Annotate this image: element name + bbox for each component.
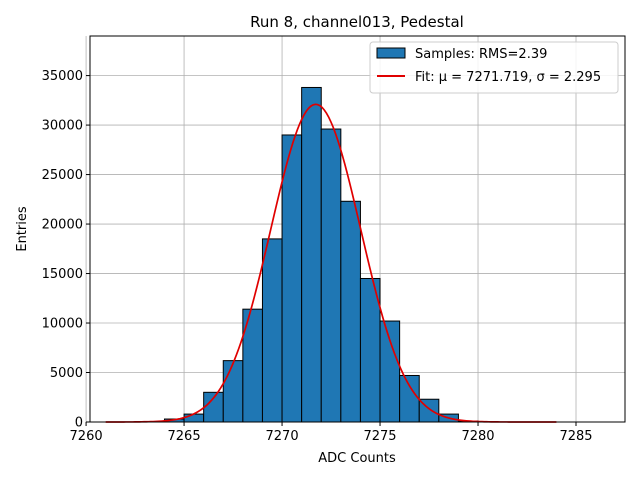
legend-swatch-histogram xyxy=(376,47,406,59)
y-tick-label: 25000 xyxy=(42,168,83,183)
histogram-bar xyxy=(222,360,244,423)
y-tick-label: 15000 xyxy=(42,267,83,282)
histogram-bar xyxy=(261,238,283,423)
histogram-bars xyxy=(163,86,479,423)
x-axis-ticks: 7260 7265 7270 7275 7280 7285 xyxy=(70,422,593,444)
histogram-bar xyxy=(340,200,361,423)
x-tick-label: 7260 xyxy=(70,429,103,444)
x-tick-label: 7270 xyxy=(266,429,299,444)
legend: Samples: RMS=2.39 Fit: μ = 7271.719, σ =… xyxy=(369,41,619,94)
y-tick-label: 5000 xyxy=(50,366,83,381)
x-tick-label: 7275 xyxy=(363,429,396,444)
x-axis-title: ADC Counts xyxy=(318,451,396,466)
y-tick-label: 35000 xyxy=(42,69,83,84)
histogram-bar xyxy=(320,128,342,423)
x-tick-label: 7265 xyxy=(168,429,201,444)
y-axis-title: Entries xyxy=(15,206,30,252)
y-tick-label: 10000 xyxy=(42,317,83,332)
y-tick-label: 20000 xyxy=(42,218,83,233)
legend-label-histogram: Samples: RMS=2.39 xyxy=(415,47,547,62)
x-tick-label: 7285 xyxy=(559,429,592,444)
histogram-bar xyxy=(281,134,303,423)
histogram-bar xyxy=(183,413,205,423)
legend-box xyxy=(369,41,619,94)
plot-frame xyxy=(89,35,626,423)
chart-title: Run 8, channel013, Pedestal xyxy=(250,13,464,31)
histogram-bar xyxy=(399,374,420,423)
histogram-bar xyxy=(301,86,322,423)
histogram-bar xyxy=(379,320,401,423)
y-axis-ticks: 0 5000 10000 15000 20000 25000 30000 35000 xyxy=(42,69,90,431)
y-tick-label: 30000 xyxy=(42,119,83,134)
x-tick-label: 7280 xyxy=(461,429,494,444)
legend-label-fit: Fit: μ = 7271.719, σ = 2.295 xyxy=(415,70,601,85)
y-tick-label: 0 xyxy=(75,416,83,431)
